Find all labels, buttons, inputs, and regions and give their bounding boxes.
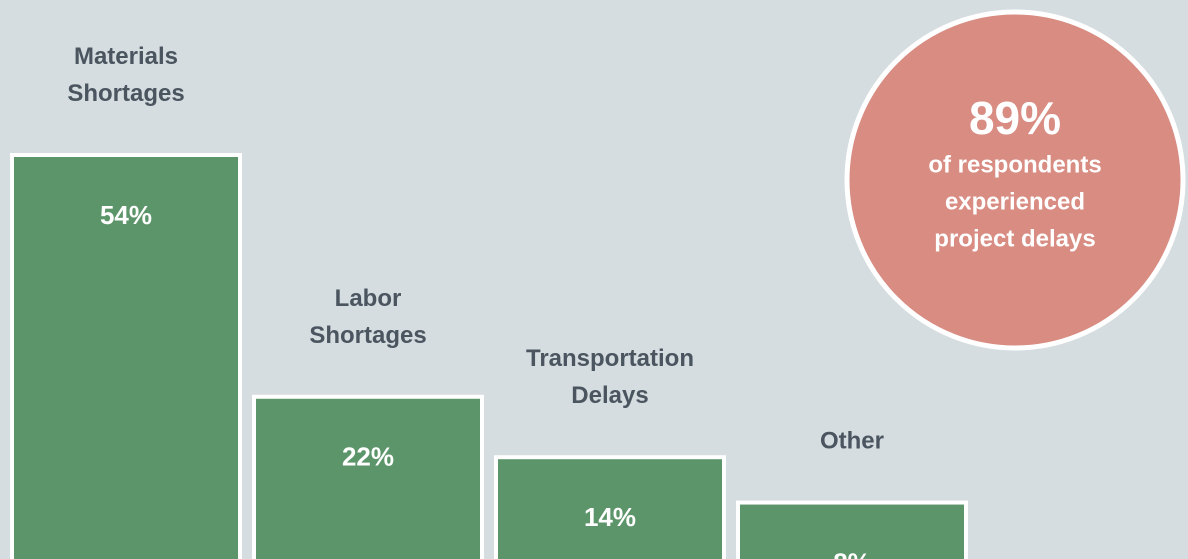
callout-headline: 89% [969, 92, 1061, 144]
category-label: Transportation Delays [526, 346, 694, 410]
category-label: Labor Shortages [309, 285, 426, 349]
value-label: 8% [833, 547, 871, 559]
bar [10, 153, 242, 559]
callout-text: of respondents [928, 151, 1101, 178]
category-label: Other [820, 428, 884, 455]
bar [494, 455, 726, 559]
callout-text: experienced [945, 188, 1085, 215]
category-label: Materials Shortages [67, 43, 184, 107]
callout-circle [844, 9, 1186, 351]
bar [736, 500, 968, 559]
bar [252, 394, 484, 559]
value-label: 54% [100, 200, 152, 230]
callout-text: project delays [934, 225, 1095, 252]
value-label: 14% [584, 502, 636, 532]
value-label: 22% [342, 442, 394, 472]
